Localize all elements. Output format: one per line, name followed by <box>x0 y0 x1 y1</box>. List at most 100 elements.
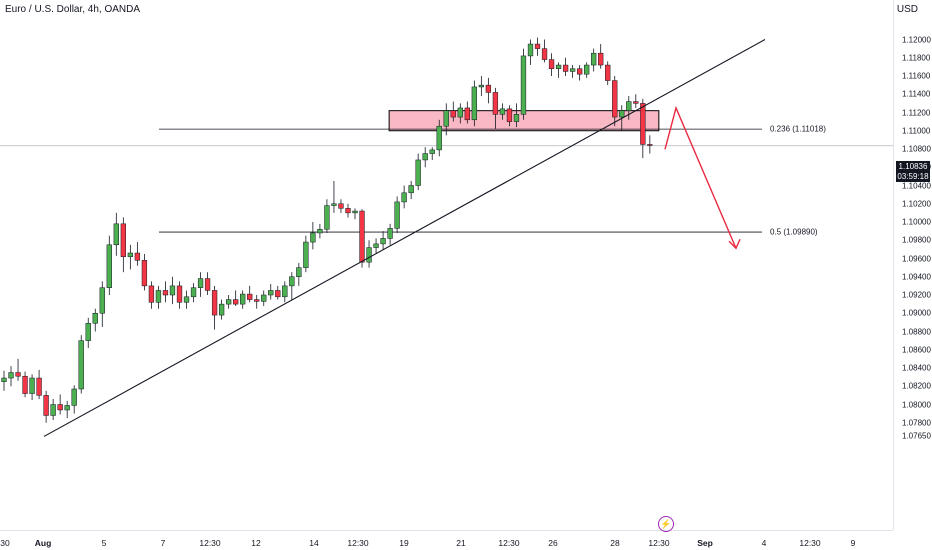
price-tick-label: 1.08800 <box>902 327 931 336</box>
time-tick-label: 19 <box>399 538 409 548</box>
candle-body <box>541 48 548 60</box>
currency-label[interactable]: USD <box>896 4 918 15</box>
time-axis-border <box>0 530 893 531</box>
candle-body <box>331 203 337 206</box>
candle-body <box>155 290 162 303</box>
candle-body <box>380 238 386 245</box>
candle-body <box>422 153 428 161</box>
price-axis-border <box>893 0 894 530</box>
candle-body <box>71 388 77 406</box>
candle-body <box>106 244 112 288</box>
candle-body <box>50 404 56 416</box>
candle-body <box>534 43 541 49</box>
candle-body <box>436 125 442 151</box>
price-tick-label: 1.08600 <box>902 345 931 355</box>
candle-body <box>317 229 323 234</box>
candle-body <box>190 287 197 298</box>
candle-body <box>113 223 119 246</box>
time-tick-label: 5 <box>101 538 107 548</box>
price-tick-label: 1.11600 <box>902 71 931 81</box>
candle-body <box>576 68 583 75</box>
candle-body <box>282 285 288 298</box>
candle-body <box>43 395 49 416</box>
time-tick-label: Aug <box>34 538 52 548</box>
candle-body <box>569 68 576 72</box>
price-tick-label: 1.09000 <box>902 308 931 318</box>
price-tick-label: 1.11800 <box>902 53 931 63</box>
candle-body <box>85 323 91 341</box>
candle-body <box>429 149 435 154</box>
candle-body <box>513 114 520 122</box>
price-tick-label: 1.10000 <box>902 217 931 227</box>
price-tick-label: 1.11400 <box>902 89 931 99</box>
time-tick-label: 26 <box>548 538 558 548</box>
candle-body <box>176 285 183 303</box>
candle-body <box>204 278 211 291</box>
time-tick-label: 7 <box>160 538 166 548</box>
candle-body <box>387 228 393 239</box>
time-tick-label: 12 <box>251 538 261 548</box>
trendline <box>43 39 766 437</box>
candle-body <box>457 107 463 118</box>
candle-body <box>211 290 218 316</box>
candle-body <box>268 290 274 296</box>
candle-body <box>78 340 84 390</box>
price-tick-label: 1.11200 <box>902 108 931 117</box>
candle-body <box>612 80 618 118</box>
candle-body <box>626 101 632 111</box>
last-price-tag: 1.10836 03:59:18 <box>896 161 930 182</box>
candle-body <box>619 110 625 118</box>
candle-body <box>591 52 597 66</box>
candle-body <box>647 144 653 146</box>
candle-body <box>233 299 239 305</box>
candle-body <box>169 285 176 296</box>
lightning-bolt-icon[interactable]: ⚡ <box>658 516 674 532</box>
fib-level-label: 0.236 (1.11018) <box>770 124 826 134</box>
candle-body <box>338 203 344 209</box>
candle-body <box>8 372 14 379</box>
projection-arrowhead <box>728 238 741 250</box>
candle-body <box>394 201 400 229</box>
time-tick-label: 21 <box>456 538 466 548</box>
candle-body <box>57 404 63 411</box>
candle-body <box>197 278 204 288</box>
candle-body <box>275 290 281 298</box>
candle-body <box>478 84 485 88</box>
candle-body <box>598 52 604 66</box>
time-tick-label: 12:30 <box>648 538 670 548</box>
candle-body <box>366 247 372 263</box>
candle-body <box>240 293 246 305</box>
candle-body <box>548 59 555 69</box>
candle-body <box>352 210 358 214</box>
price-tick-label: 1.09200 <box>902 290 931 300</box>
price-tick-label: 1.08400 <box>902 363 931 373</box>
candle-body <box>520 55 527 115</box>
candle-body <box>443 110 449 127</box>
candle-body <box>401 192 407 203</box>
candle-body <box>261 294 267 302</box>
candle-body <box>15 372 21 377</box>
fib-level-label: 0.5 (1.09890) <box>770 227 818 237</box>
time-tick-label: Sep <box>697 538 713 548</box>
candle-body <box>303 241 309 268</box>
candle-body <box>359 210 365 263</box>
candle-body <box>218 303 225 316</box>
candle-body <box>254 299 260 302</box>
candle-body <box>99 287 105 314</box>
candle-body <box>485 84 492 93</box>
price-tick-label: 1.10200 <box>902 199 931 209</box>
symbol-title: Euro / U.S. Dollar, 4h, OANDA <box>5 4 141 15</box>
candle-body <box>1 377 7 382</box>
time-tick-label: 12:30 <box>347 538 369 548</box>
candle-body <box>127 252 134 257</box>
candle-body <box>527 43 534 57</box>
candle-body <box>141 260 148 287</box>
candle-body <box>499 108 506 115</box>
candle-body <box>633 101 639 104</box>
candle-body <box>464 107 470 121</box>
candle-body <box>36 377 42 396</box>
candle-body <box>148 285 155 303</box>
candle-body <box>247 293 253 300</box>
